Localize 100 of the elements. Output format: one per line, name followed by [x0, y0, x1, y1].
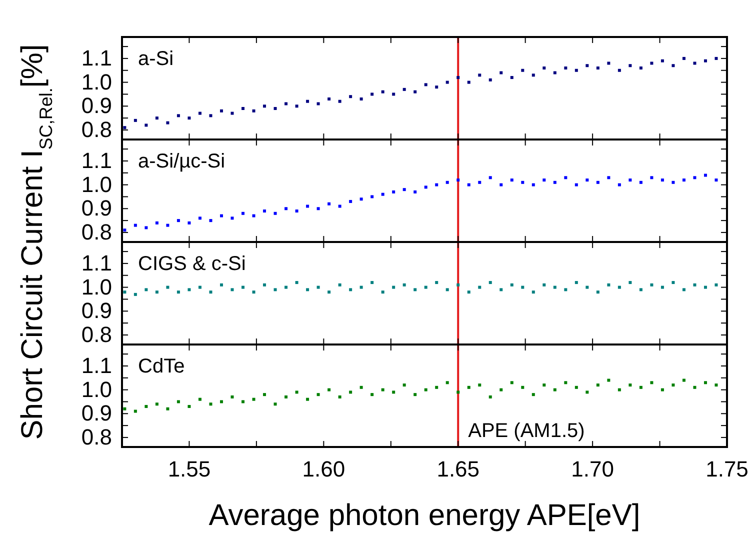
- point: [424, 286, 428, 289]
- point: [542, 66, 546, 70]
- point: [532, 393, 535, 396]
- y-tick-label: 1.1: [81, 148, 112, 173]
- point: [349, 288, 352, 292]
- point: [618, 183, 621, 186]
- point: [220, 283, 223, 286]
- point: [370, 393, 374, 396]
- point: [532, 290, 535, 294]
- point: [478, 74, 482, 77]
- point: [628, 281, 632, 284]
- point: [542, 283, 546, 286]
- point: [446, 288, 449, 292]
- point: [446, 180, 449, 184]
- point: [574, 183, 578, 186]
- point: [263, 104, 266, 108]
- point: [467, 386, 470, 389]
- point: [263, 283, 266, 286]
- point: [639, 288, 642, 292]
- y-tick-label: 1.0: [81, 172, 112, 197]
- y-tick-label: 0.8: [81, 117, 112, 142]
- point: [392, 286, 396, 289]
- point: [456, 76, 460, 80]
- point: [295, 210, 298, 213]
- point: [521, 286, 524, 289]
- y-tick-label: 0.8: [81, 424, 112, 450]
- point: [639, 180, 642, 184]
- point: [650, 176, 654, 180]
- point: [316, 102, 320, 106]
- point: [435, 183, 438, 186]
- point: [230, 288, 234, 292]
- point: [628, 64, 632, 68]
- point: [242, 107, 244, 110]
- point: [328, 97, 331, 100]
- point: [360, 286, 363, 289]
- point: [306, 398, 310, 401]
- point: [230, 395, 234, 398]
- point: [349, 200, 352, 203]
- point: [328, 290, 331, 294]
- point: [414, 288, 417, 292]
- point: [424, 186, 428, 189]
- point: [263, 393, 266, 396]
- point: [693, 283, 696, 286]
- point: [618, 286, 621, 289]
- point: [521, 180, 524, 184]
- point: [274, 288, 277, 292]
- point: [284, 102, 288, 106]
- point: [574, 281, 578, 284]
- point: [500, 71, 503, 74]
- point: [424, 83, 428, 86]
- point: [381, 388, 384, 392]
- point: [402, 283, 406, 286]
- y-tick-label: 1.0: [81, 69, 112, 94]
- point: [252, 398, 256, 401]
- x-axis-title: Average photon energy APE[eV]: [208, 499, 640, 532]
- point: [510, 76, 514, 80]
- x-tick-label: 1.70: [571, 456, 614, 482]
- point: [510, 178, 514, 182]
- point: [209, 219, 212, 222]
- point: [306, 288, 310, 292]
- point: [209, 290, 212, 294]
- y-tick-label: 1.1: [81, 45, 112, 70]
- point: [586, 286, 589, 289]
- point: [456, 390, 460, 394]
- x-tick-label: 1.75: [706, 456, 748, 482]
- point: [553, 388, 556, 392]
- point: [381, 290, 384, 294]
- point: [456, 283, 460, 286]
- point: [209, 114, 212, 118]
- point: [488, 395, 492, 398]
- point: [586, 390, 589, 394]
- point: [284, 286, 288, 289]
- point: [134, 224, 137, 227]
- point: [360, 198, 363, 201]
- point: [693, 386, 696, 389]
- y-tick-label: 0.8: [81, 322, 112, 348]
- point: [586, 178, 589, 182]
- point: [650, 381, 654, 384]
- point: [144, 226, 148, 230]
- point: [446, 80, 449, 84]
- point: [220, 400, 223, 404]
- point: [586, 64, 589, 68]
- point: [682, 288, 686, 292]
- point: [714, 384, 718, 387]
- point: [263, 210, 266, 213]
- point: [488, 176, 492, 180]
- ref-line-label: APE (AM1.5): [468, 420, 585, 442]
- point: [500, 288, 503, 292]
- point: [155, 290, 158, 294]
- point: [553, 286, 556, 289]
- point: [166, 121, 170, 124]
- point: [134, 292, 137, 296]
- point: [596, 290, 600, 294]
- y-tick-label: 0.9: [81, 298, 112, 324]
- y-tick-label: 1.0: [81, 274, 112, 300]
- point: [704, 381, 707, 384]
- point: [704, 174, 707, 177]
- point: [607, 176, 610, 180]
- point: [467, 80, 470, 84]
- x-tick-label: 1.55: [168, 456, 211, 482]
